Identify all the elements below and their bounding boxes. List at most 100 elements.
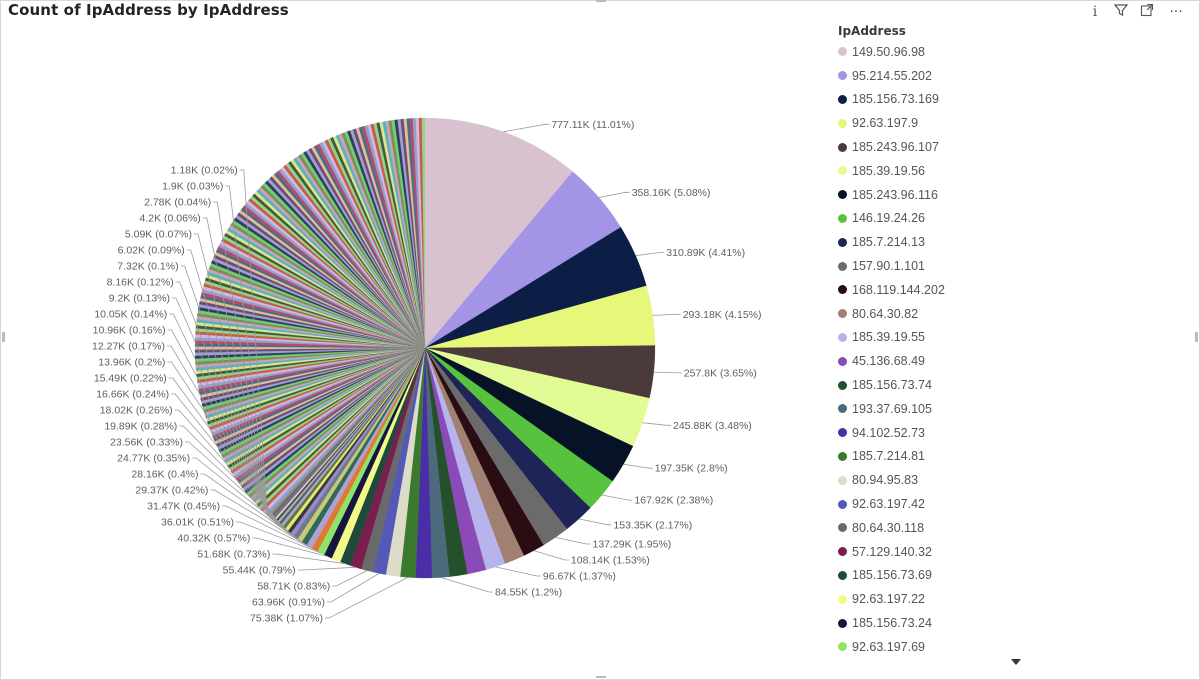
- data-label: 167.92K (2.38%): [634, 495, 713, 507]
- data-label: 358.16K (5.08%): [632, 187, 711, 199]
- legend-item[interactable]: 92.63.197.22: [838, 587, 1158, 611]
- legend-item[interactable]: 95.214.55.202: [838, 64, 1158, 88]
- legend-item[interactable]: 193.37.69.105: [838, 397, 1158, 421]
- leader-line: [495, 566, 541, 577]
- data-label: 51.68K (0.73%): [197, 549, 270, 561]
- legend-item[interactable]: 185.7.214.13: [838, 230, 1158, 254]
- leader-line: [327, 573, 380, 603]
- data-label: 63.96K (0.91%): [252, 597, 325, 609]
- legend-item[interactable]: 185.7.214.81: [838, 445, 1158, 469]
- legend-label: 185.156.73.69: [852, 568, 932, 583]
- legend-marker: [838, 451, 847, 461]
- legend-label: 94.102.52.73: [852, 425, 925, 440]
- leader-line: [167, 361, 281, 528]
- resize-handle-top[interactable]: [596, 0, 606, 2]
- leader-line: [200, 473, 305, 545]
- legend-marker: [838, 570, 847, 580]
- legend-marker: [838, 547, 847, 557]
- expand-icon[interactable]: [1140, 3, 1154, 21]
- leader-line: [272, 553, 346, 565]
- legend: IpAddress 149.50.96.98 95.214.55.202 185.1…: [838, 24, 1158, 659]
- legend-item[interactable]: 94.102.52.73: [838, 421, 1158, 445]
- data-label: 108.14K (1.53%): [571, 555, 650, 567]
- pie-slice-other-179[interactable]: [421, 117, 426, 349]
- legend-scroll-down-icon[interactable]: [1011, 659, 1021, 665]
- leader-line: [642, 422, 671, 426]
- legend-label: 57.129.140.32: [852, 544, 932, 559]
- legend-label: 45.136.68.49: [852, 354, 925, 369]
- leader-line: [169, 313, 276, 523]
- legend-item[interactable]: 92.63.197.9: [838, 111, 1158, 135]
- data-labels: 777.11K (11.01%) 358.16K (5.08%) 310.89K (…: [92, 119, 761, 625]
- leader-line: [222, 505, 315, 551]
- legend-label: 185.243.96.107: [852, 140, 939, 155]
- legend-item[interactable]: 157.90.1.101: [838, 254, 1158, 278]
- pie-chart: 777.11K (11.01%) 358.16K (5.08%) 310.89K (…: [92, 117, 762, 625]
- data-label: 257.8K (3.65%): [684, 367, 757, 379]
- legend-marker: [838, 594, 847, 604]
- legend-marker: [838, 499, 847, 509]
- legend-item[interactable]: 146.19.24.26: [838, 207, 1158, 231]
- leader-line: [601, 494, 633, 501]
- info-icon[interactable]: i: [1092, 4, 1098, 20]
- data-label: 18.02K (0.26%): [100, 405, 173, 417]
- legend-item[interactable]: 80.64.30.118: [838, 516, 1158, 540]
- data-label: 5.09K (0.07%): [125, 229, 192, 241]
- resize-handle-left[interactable]: [2, 332, 5, 342]
- legend-item[interactable]: 92.63.197.69: [838, 635, 1158, 659]
- legend-marker: [838, 332, 847, 342]
- data-label: 19.89K (0.28%): [104, 421, 177, 433]
- legend-item[interactable]: 45.136.68.49: [838, 349, 1158, 373]
- data-label: 10.05K (0.14%): [94, 309, 167, 321]
- visual-toolbar: i ···: [1088, 3, 1186, 21]
- legend-item[interactable]: 57.129.140.32: [838, 540, 1158, 564]
- legend-marker: [838, 166, 847, 176]
- leader-line: [635, 251, 665, 257]
- legend-item[interactable]: 185.243.96.107: [838, 135, 1158, 159]
- leader-line: [652, 313, 681, 316]
- legend-label: 185.156.73.24: [852, 616, 932, 631]
- leader-line: [174, 409, 289, 534]
- resize-handle-bottom[interactable]: [596, 676, 606, 678]
- legend-label: 92.63.197.22: [852, 592, 925, 607]
- pie-slices: [194, 117, 656, 579]
- legend-label: 185.39.19.56: [852, 163, 925, 178]
- legend-item[interactable]: 92.63.197.42: [838, 492, 1158, 516]
- leader-line: [202, 217, 269, 517]
- data-label: 24.77K (0.35%): [117, 453, 190, 465]
- leader-line: [252, 537, 329, 557]
- data-label: 310.89K (4.41%): [666, 247, 745, 259]
- legend-item[interactable]: 185.156.73.169: [838, 88, 1158, 112]
- legend-label: 149.50.96.98: [852, 44, 925, 59]
- legend-item[interactable]: 185.243.96.116: [838, 183, 1158, 207]
- leader-line: [194, 233, 270, 518]
- legend-label: 185.39.19.55: [852, 330, 925, 345]
- legend-item[interactable]: 168.119.144.202: [838, 278, 1158, 302]
- legend-marker: [838, 618, 847, 628]
- legend-item[interactable]: 185.156.73.24: [838, 611, 1158, 635]
- legend-item[interactable]: 185.156.73.74: [838, 373, 1158, 397]
- data-label: 7.32K (0.1%): [117, 261, 178, 273]
- pie-slice-149.50.96.98[interactable]: [424, 117, 573, 349]
- leader-line: [167, 345, 279, 526]
- data-label: 15.49K (0.22%): [94, 373, 167, 385]
- leader-line: [440, 577, 493, 593]
- resize-handle-right[interactable]: [1195, 332, 1198, 342]
- data-label: 58.71K (0.83%): [257, 581, 330, 593]
- legend-item[interactable]: 185.39.19.56: [838, 159, 1158, 183]
- legend-label: 80.64.30.82: [852, 306, 919, 321]
- leader-line: [185, 441, 296, 539]
- leader-line: [168, 377, 284, 530]
- leader-line: [239, 169, 268, 516]
- legend-item[interactable]: 80.64.30.82: [838, 302, 1158, 326]
- data-label: 96.67K (1.37%): [543, 571, 616, 583]
- legend-item[interactable]: 185.39.19.55: [838, 326, 1158, 350]
- legend-item[interactable]: 80.94.95.83: [838, 468, 1158, 492]
- legend-marker: [838, 190, 847, 200]
- legend-label: 157.90.1.101: [852, 259, 925, 274]
- filter-icon[interactable]: [1113, 3, 1129, 21]
- legend-item[interactable]: 185.156.73.69: [838, 564, 1158, 588]
- data-label: 137.29K (1.95%): [593, 539, 672, 551]
- more-options-icon[interactable]: ···: [1169, 4, 1183, 20]
- legend-item[interactable]: 149.50.96.98: [838, 40, 1158, 64]
